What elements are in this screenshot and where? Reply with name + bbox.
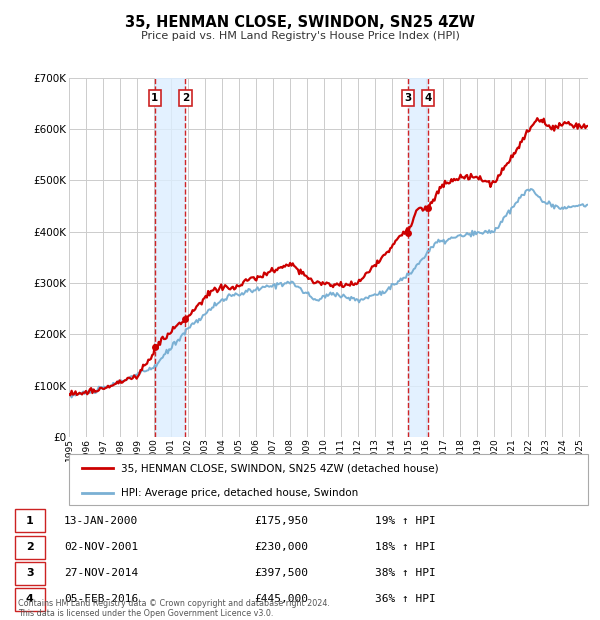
Text: 36% ↑ HPI: 36% ↑ HPI	[375, 595, 436, 604]
Text: £175,950: £175,950	[254, 516, 308, 526]
Text: £230,000: £230,000	[254, 542, 308, 552]
Text: HPI: Average price, detached house, Swindon: HPI: Average price, detached house, Swin…	[121, 487, 358, 498]
Text: 4: 4	[26, 595, 34, 604]
FancyBboxPatch shape	[15, 536, 45, 559]
Text: 3: 3	[404, 93, 412, 103]
Text: £445,000: £445,000	[254, 595, 308, 604]
Text: 2: 2	[26, 542, 34, 552]
Text: 4: 4	[424, 93, 431, 103]
Text: Contains HM Land Registry data © Crown copyright and database right 2024.
This d: Contains HM Land Registry data © Crown c…	[18, 599, 330, 618]
Text: 2: 2	[182, 93, 189, 103]
FancyBboxPatch shape	[15, 588, 45, 611]
Text: 27-NOV-2014: 27-NOV-2014	[64, 569, 138, 578]
Text: 13-JAN-2000: 13-JAN-2000	[64, 516, 138, 526]
Text: 19% ↑ HPI: 19% ↑ HPI	[375, 516, 436, 526]
Text: 35, HENMAN CLOSE, SWINDON, SN25 4ZW (detached house): 35, HENMAN CLOSE, SWINDON, SN25 4ZW (det…	[121, 463, 439, 473]
Text: £397,500: £397,500	[254, 569, 308, 578]
Text: 1: 1	[151, 93, 158, 103]
Bar	[155, 78, 185, 437]
FancyBboxPatch shape	[69, 454, 588, 505]
Text: 35, HENMAN CLOSE, SWINDON, SN25 4ZW: 35, HENMAN CLOSE, SWINDON, SN25 4ZW	[125, 16, 475, 30]
Text: Price paid vs. HM Land Registry's House Price Index (HPI): Price paid vs. HM Land Registry's House …	[140, 31, 460, 41]
Text: 02-NOV-2001: 02-NOV-2001	[64, 542, 138, 552]
FancyBboxPatch shape	[15, 510, 45, 533]
FancyBboxPatch shape	[15, 562, 45, 585]
Text: 18% ↑ HPI: 18% ↑ HPI	[375, 542, 436, 552]
Text: 1: 1	[26, 516, 34, 526]
Text: 05-FEB-2016: 05-FEB-2016	[64, 595, 138, 604]
Bar	[408, 78, 428, 437]
Text: 38% ↑ HPI: 38% ↑ HPI	[375, 569, 436, 578]
Text: 3: 3	[26, 569, 34, 578]
